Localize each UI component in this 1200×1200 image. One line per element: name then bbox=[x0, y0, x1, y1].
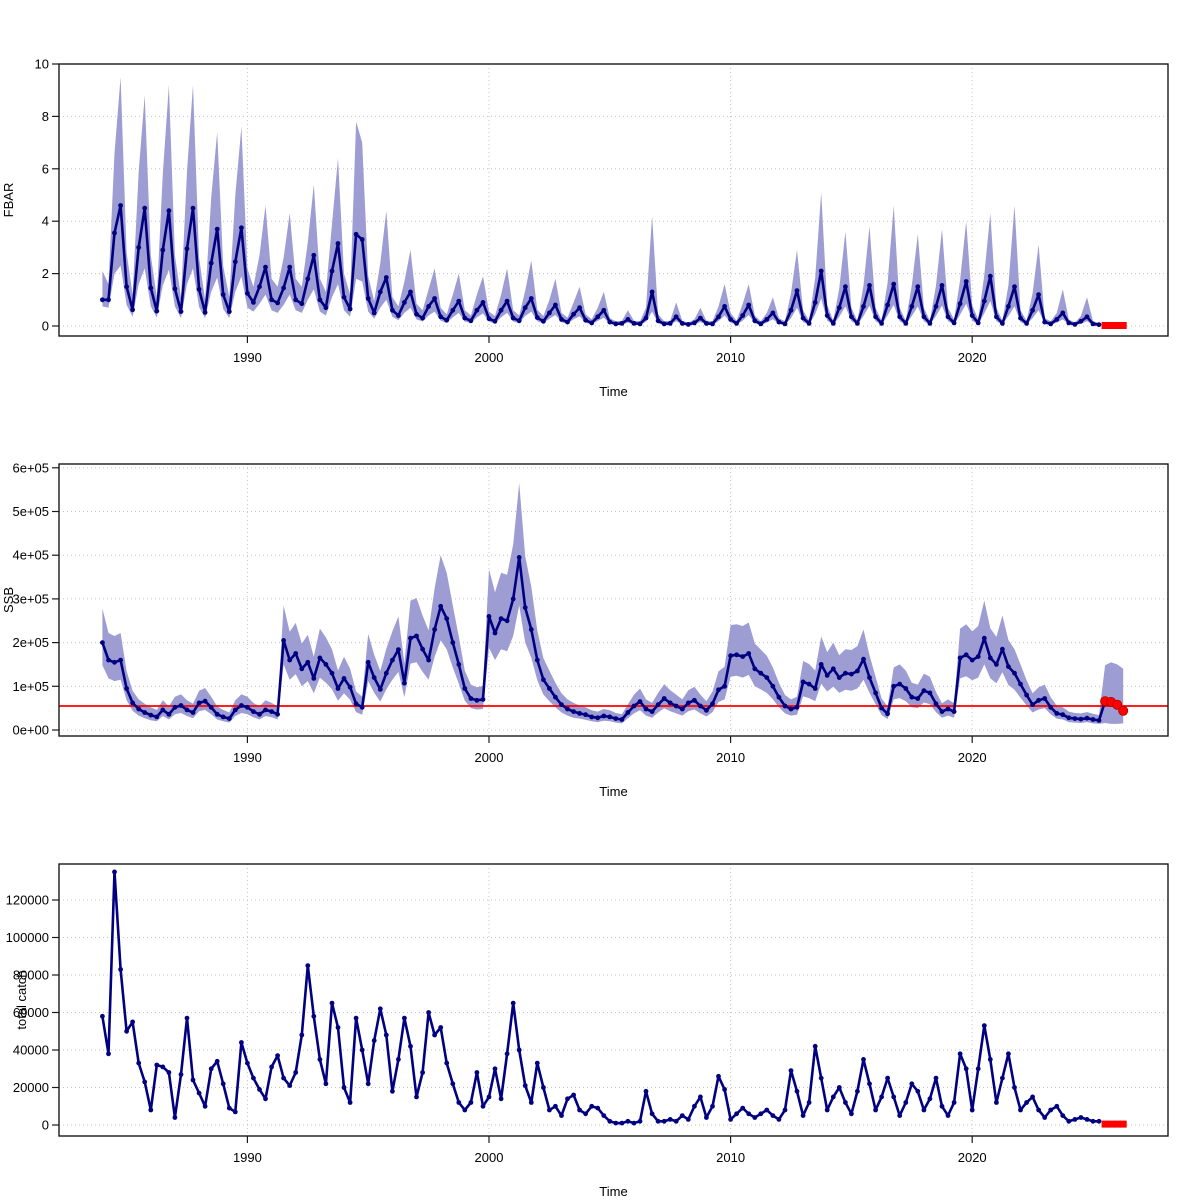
y-tick-label: 6 bbox=[42, 161, 49, 176]
axis-labels: 0e+00 1e+05 2e+05 3e+05 4e+05 5e+05 6e+05 1990 2… bbox=[1, 460, 987, 799]
axes bbox=[52, 463, 1169, 743]
y-tick-label: 2e+05 bbox=[12, 635, 49, 650]
y-tick-label: 10 bbox=[35, 57, 49, 72]
x-tick-label: 1990 bbox=[233, 1150, 262, 1165]
y-tick-label: 80000 bbox=[13, 968, 49, 983]
y-tick-label: 5e+05 bbox=[12, 504, 49, 519]
axes bbox=[52, 63, 1169, 343]
x-tick-label: 2010 bbox=[716, 1150, 745, 1165]
x-tick-label: 1990 bbox=[233, 750, 262, 765]
y-tick-label: 8 bbox=[42, 109, 49, 124]
y-tick-label: 1e+05 bbox=[12, 679, 49, 694]
fbar-chart: 0 2 4 6 8 10 1990 2000 2010 2020 Time FBAR bbox=[1, 57, 1169, 400]
x-axis-title: Time bbox=[599, 384, 627, 399]
y-tick-label: 6e+05 bbox=[12, 460, 49, 475]
y-tick-label: 0 bbox=[42, 319, 49, 334]
data-points bbox=[100, 203, 1102, 328]
data-points bbox=[100, 555, 1102, 723]
x-tick-label: 2020 bbox=[958, 750, 987, 765]
x-tick-label: 2020 bbox=[958, 1150, 987, 1165]
ssb-chart: 0e+00 1e+05 2e+05 3e+05 4e+05 5e+05 6e+05 1990 2… bbox=[1, 460, 1169, 799]
x-tick-label: 2010 bbox=[716, 750, 745, 765]
confidence-band bbox=[102, 77, 1099, 326]
y-tick-label: 3e+05 bbox=[12, 591, 49, 606]
series-line bbox=[102, 204, 1100, 326]
x-axis-title: Time bbox=[599, 784, 627, 799]
x-tick-label: 2000 bbox=[475, 750, 504, 765]
y-tick-label: 2 bbox=[42, 266, 49, 281]
x-tick-label: 2000 bbox=[475, 350, 504, 365]
x-tick-label: 2020 bbox=[958, 350, 987, 365]
grid bbox=[59, 464, 1168, 736]
x-axis-title: Time bbox=[599, 1184, 627, 1199]
y-tick-label: 20000 bbox=[13, 1080, 49, 1095]
y-tick-label: 0 bbox=[42, 1118, 49, 1133]
y-tick-label: 60000 bbox=[13, 1005, 49, 1020]
data-points bbox=[100, 869, 1102, 1126]
y-tick-label: 120000 bbox=[6, 893, 49, 908]
x-tick-label: 1990 bbox=[233, 350, 262, 365]
fbar-panel: 0 2 4 6 8 10 1990 2000 2010 2020 Time FBAR bbox=[0, 0, 1200, 400]
axis-labels: 0 20000 40000 60000 80000 100000 120000 1990 200… bbox=[6, 893, 987, 1200]
y-tick-label: 4e+05 bbox=[12, 548, 49, 563]
y-axis-title: total catch bbox=[14, 970, 29, 1029]
y-tick-label: 100000 bbox=[6, 930, 49, 945]
forecast-points bbox=[1100, 696, 1129, 716]
y-axis-title: SSB bbox=[1, 587, 16, 613]
confidence-band bbox=[102, 483, 1124, 724]
y-tick-label: 0e+00 bbox=[12, 723, 49, 738]
total-catch-chart: 0 20000 40000 60000 80000 100000 120000 1990 200… bbox=[6, 863, 1169, 1200]
forecast-points bbox=[1101, 1120, 1127, 1128]
y-tick-label: 4 bbox=[42, 214, 49, 229]
y-axis-title: FBAR bbox=[1, 183, 16, 218]
ssb-panel: 0e+00 1e+05 2e+05 3e+05 4e+05 5e+05 6e+05 1990 2… bbox=[0, 400, 1200, 800]
axis-labels: 0 2 4 6 8 10 1990 2000 2010 2020 Time FBAR bbox=[1, 57, 987, 400]
x-tick-label: 2010 bbox=[716, 350, 745, 365]
total-catch-panel: 0 20000 40000 60000 80000 100000 120000 1990 200… bbox=[0, 800, 1200, 1200]
x-tick-label: 2000 bbox=[475, 1150, 504, 1165]
series-line bbox=[101, 870, 1099, 1125]
y-tick-label: 40000 bbox=[13, 1043, 49, 1058]
axes bbox=[52, 863, 1169, 1143]
forecast-points bbox=[1101, 322, 1127, 329]
